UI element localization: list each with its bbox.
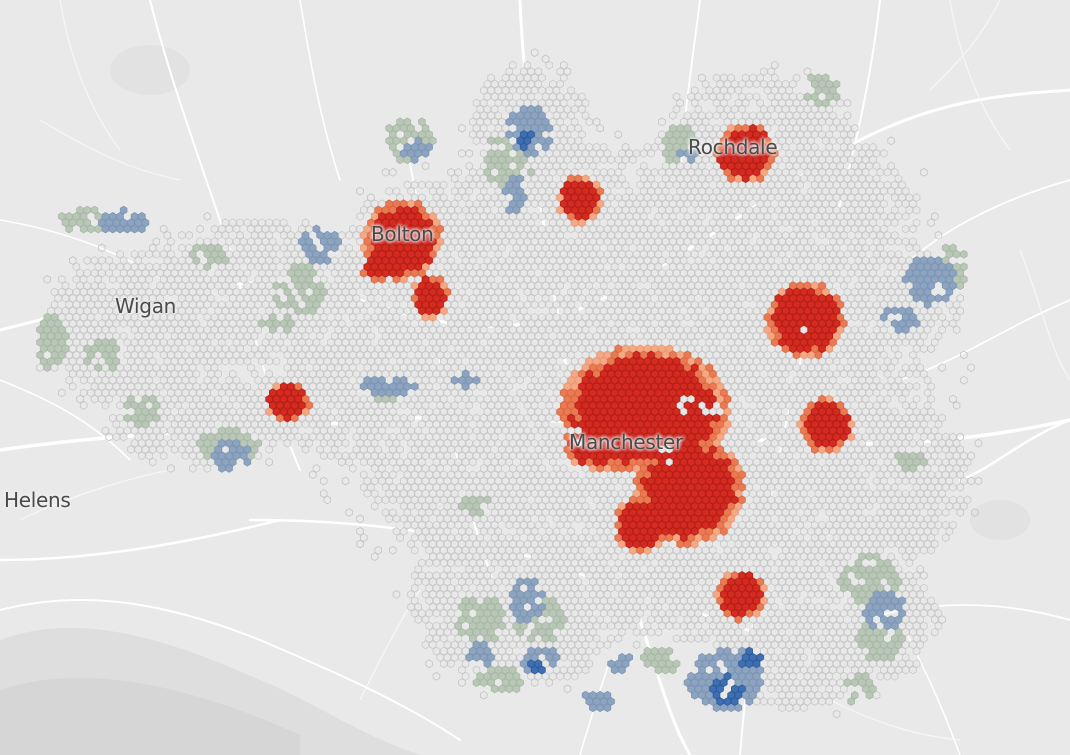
park-area — [970, 500, 1030, 540]
hex-cells-orange — [276, 123, 848, 624]
hex-cells-green — [36, 73, 968, 706]
hex-cells-blue-light — [98, 104, 957, 713]
hex-cells-neutral — [47, 60, 972, 713]
hex-cells-orange-light — [265, 123, 855, 618]
estuary — [0, 677, 300, 755]
hex-cells-red — [265, 123, 852, 618]
park-area — [110, 45, 190, 95]
hex-cells-blue-dark — [516, 130, 764, 706]
minor-roads — [19, 0, 1070, 741]
hex-cells-sparse — [36, 48, 983, 719]
